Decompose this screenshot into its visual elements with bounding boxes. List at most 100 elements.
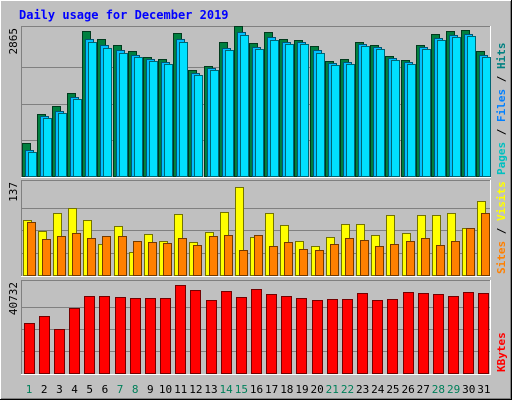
bar-pages [43,118,52,177]
bar-pages [270,40,279,177]
x-tick-label: 13 [204,383,217,396]
legend-sites: Sites [495,241,508,274]
x-tick-label: 28 [432,383,445,396]
bar-kbytes [251,289,262,374]
bar-pages [346,64,355,177]
bar-kbytes [342,299,353,374]
bar-sites [481,213,490,276]
x-tick-label: 16 [250,383,263,396]
bar-kbytes [296,298,307,374]
bar-kbytes [54,329,65,374]
bar-pages [391,60,400,177]
bar-pages [467,36,476,177]
series-pages [28,35,491,177]
chart-title: Daily usage for December 2019 [19,8,229,22]
bar-pages [407,64,416,177]
bar-sites [193,245,202,276]
bar-pages [331,65,340,177]
panel-legend: KBytes [495,332,508,372]
x-tick-label: 11 [174,383,187,396]
bar-pages [210,70,219,177]
x-tick-label: 29 [447,383,460,396]
bar-pages [422,49,431,177]
bar-pages [119,53,128,177]
x-tick-label: 31 [477,383,490,396]
bar-kbytes [190,290,201,374]
bar-pages [28,152,37,177]
bar-pages [482,57,491,177]
bar-sites [133,241,142,276]
bar-sites [42,239,51,276]
x-tick-label: 8 [132,383,139,396]
bar-sites [254,235,263,276]
y-max-label: 40732 [7,282,20,315]
bar-sites [436,245,445,276]
bar-sites [421,238,430,276]
bar-pages [149,61,158,177]
bar-kbytes [39,316,50,374]
legend-pages: Pages [495,142,508,175]
bar-sites [269,246,278,276]
panel-legend: Pages / Files / Hits [495,43,508,176]
legend-kbytes: KBytes [495,332,508,372]
x-tick-label: 20 [311,383,324,396]
bar-sites [163,243,172,276]
bar-kbytes [403,292,414,374]
bar-sites [315,250,324,276]
x-tick-label: 9 [147,383,154,396]
x-tick-label: 7 [117,383,124,396]
panel-kbytes: 40732 KBytes [7,280,508,375]
x-tick-label: 14 [220,383,234,396]
bar-sites [224,235,233,276]
x-tick-label: 27 [417,383,430,396]
bar-kbytes [387,299,398,374]
bar-pages [376,49,385,177]
bar-pages [179,42,188,177]
x-tick-label: 5 [86,383,93,396]
bar-pages [58,113,67,177]
x-tick-label: 15 [235,383,248,396]
bar-kbytes [312,300,323,374]
bar-sites [239,250,248,276]
legend-files: Files [495,89,508,122]
x-tick-label: 23 [356,383,369,396]
bar-kbytes [418,293,429,374]
bar-sites [118,236,127,276]
bar-pages [452,37,461,177]
x-axis-labels: 1 2 3 4 5 6 7 8 9 10 11 12 13 14 15 16 17 18 19 20 21 22 23 24 2… [26,383,491,396]
bar-sites [360,240,369,276]
bar-kbytes [357,293,368,374]
bar-sites [330,244,339,276]
bar-pages [88,42,97,177]
bar-kbytes [160,298,171,374]
panel-visits: 137 Sites / Visits [7,180,508,277]
x-tick-label: 1 [26,383,33,396]
x-tick-label: 3 [56,383,63,396]
bar-kbytes [69,308,80,374]
x-tick-label: 21 [326,383,339,396]
bar-kbytes [266,294,277,374]
bar-pages [437,40,446,177]
bar-sites [406,241,415,276]
bar-sites [87,238,96,276]
bar-kbytes [175,285,186,374]
x-tick-label: 10 [159,383,172,396]
bar-sites [102,236,111,276]
bar-pages [300,44,309,177]
x-tick-label: 30 [462,383,475,396]
bar-pages [194,75,203,177]
x-tick-label: 6 [102,383,109,396]
bar-sites [72,233,81,276]
bar-sites [375,246,384,276]
bar-kbytes [281,296,292,374]
bar-sites [57,236,66,276]
bar-kbytes [130,298,141,374]
x-tick-label: 25 [386,383,399,396]
bar-kbytes [372,300,383,374]
x-tick-label: 19 [295,383,308,396]
bar-sites [27,222,36,276]
bar-kbytes [221,291,232,374]
bar-sites [466,228,475,276]
legend-separator: / [495,69,508,89]
